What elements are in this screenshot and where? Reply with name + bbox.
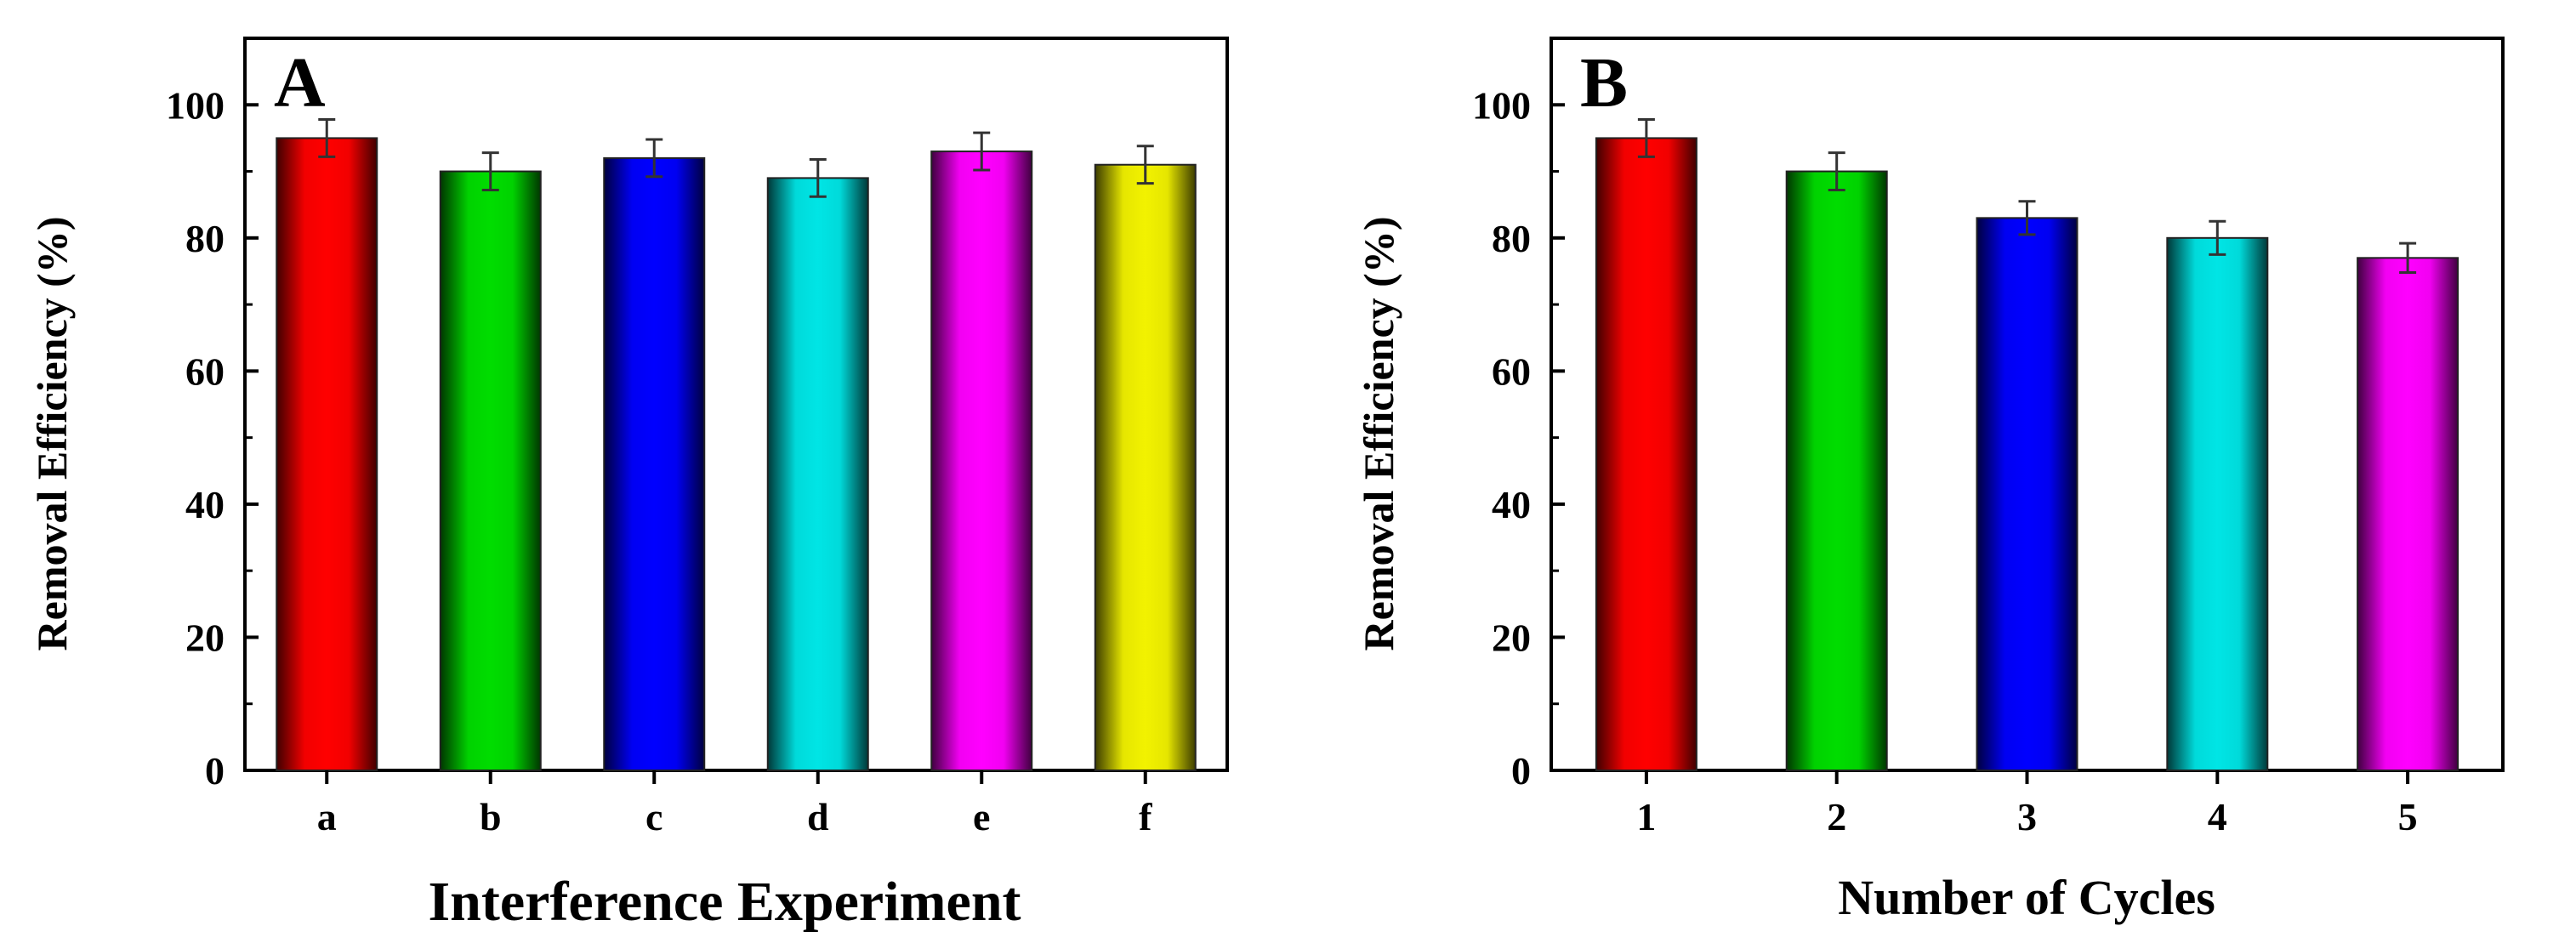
x-tick-label-3: 3 — [2017, 795, 2037, 838]
bar-1 — [1595, 137, 1697, 771]
plot-frame — [243, 37, 1229, 772]
y-tick-label: 100 — [1472, 83, 1531, 127]
x-tick-label-e: e — [973, 795, 990, 838]
panel-a: Removal Efficiency (%) Interference Expe… — [28, 37, 1229, 933]
panel-letter-a: A — [274, 43, 326, 122]
y-tick-label: 20 — [1492, 616, 1531, 659]
x-axis-title-a: Interference Experiment — [428, 871, 1021, 933]
bar-4 — [2166, 236, 2269, 771]
bar-e — [930, 151, 1033, 771]
x-tick-label-c: c — [645, 795, 662, 838]
panel-b: Removal Efficiency (%) Number of Cycles … — [1355, 37, 2505, 925]
x-tick-label-a: a — [317, 795, 337, 838]
y-tick-label: 100 — [166, 83, 225, 127]
y-tick-label: 0 — [205, 749, 225, 792]
y-axis-title-b: Removal Efficiency (%) — [1355, 217, 1402, 651]
bar-a — [276, 137, 378, 771]
y-tick-label: 40 — [185, 483, 225, 526]
x-tick-label-f: f — [1139, 795, 1152, 838]
bar-d — [766, 177, 869, 771]
y-tick-label: 40 — [1492, 483, 1531, 526]
y-tick-label: 60 — [185, 349, 225, 393]
y-tick-label: 80 — [185, 217, 225, 260]
bar-3 — [1976, 217, 2078, 771]
x-tick-label-d: d — [807, 795, 829, 838]
bar-b — [439, 170, 542, 771]
y-tick-label: 20 — [185, 616, 225, 659]
x-tick-label-2: 2 — [1827, 795, 1846, 838]
y-tick-label: 60 — [1492, 349, 1531, 393]
y-axis-title-a: Removal Efficiency (%) — [28, 217, 76, 651]
x-tick-label-b: b — [480, 795, 502, 838]
bar-c — [603, 156, 706, 771]
x-tick-label-1: 1 — [1636, 795, 1656, 838]
y-tick-label: 80 — [1492, 217, 1531, 260]
x-tick-label-4: 4 — [2208, 795, 2227, 838]
panel-letter-b: B — [1580, 43, 1628, 122]
bar-2 — [1785, 170, 1888, 771]
y-tick-label: 0 — [1511, 749, 1531, 792]
bar-f — [1094, 163, 1197, 771]
x-tick-label-5: 5 — [2398, 795, 2418, 838]
x-axis-title-b: Number of Cycles — [1838, 870, 2215, 925]
bar-5 — [2357, 257, 2459, 771]
